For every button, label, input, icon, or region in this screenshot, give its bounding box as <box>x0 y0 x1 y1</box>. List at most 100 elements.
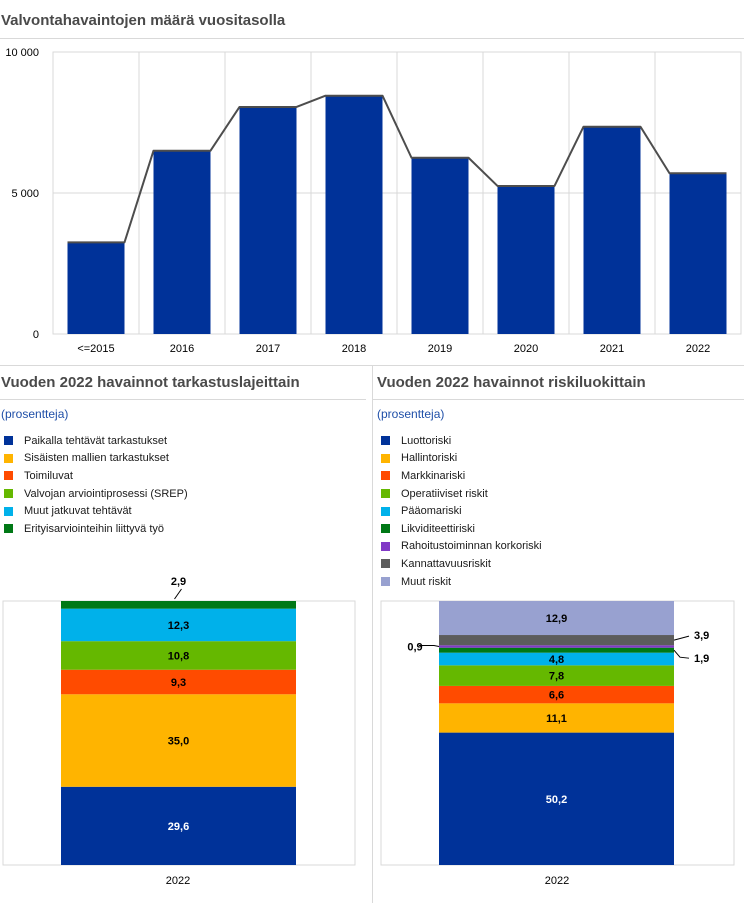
data-label: 9,3 <box>171 677 186 689</box>
legend-label: Paikalla tehtävät tarkastukset <box>24 434 168 447</box>
data-label: 35,0 <box>168 736 189 748</box>
x-tick-label: 2019 <box>428 343 452 355</box>
right-chart-legend: Luottoriski Hallintoriski Markkinariski Ope… <box>381 432 542 590</box>
legend-swatch <box>4 506 13 516</box>
legend-item: Valvojan arviointiprosessi (SREP) <box>4 485 188 503</box>
segment-hallintoriski <box>439 703 674 733</box>
legend-label: Muut jatkuvat tehtävät <box>24 505 132 518</box>
segment-erityisarviointeihin-liittyvä-työ <box>61 601 296 609</box>
legend-label: Markkinariski <box>401 469 466 482</box>
legend-item: Markkinariski <box>381 467 542 485</box>
y-tick-label: 5 000 <box>11 188 39 200</box>
right-header-divider <box>373 399 744 400</box>
plot-area <box>380 600 735 866</box>
legend-swatch <box>381 453 390 463</box>
y-tick-label: 0 <box>33 329 39 341</box>
bar-2020 <box>497 185 555 334</box>
bar-<=2015 <box>67 242 125 334</box>
legend-swatch <box>381 559 390 569</box>
x-tick-label: 2022 <box>686 343 710 355</box>
top-divider <box>0 38 744 39</box>
data-label: 6,6 <box>549 690 564 702</box>
right-chart-subtitle: (prosentteja) <box>377 407 445 421</box>
left-header-divider <box>0 399 366 400</box>
trend-line <box>67 94 727 244</box>
legend-item: Pääomariski <box>381 502 542 520</box>
legend-label: Muut riskit <box>401 575 452 588</box>
legend-label: Likviditeettiriski <box>401 522 475 535</box>
legend-label: Erityisarviointeihin liittyvä työ <box>24 522 164 535</box>
x-tick-label: 2021 <box>600 343 624 355</box>
legend-item: Luottoriski <box>381 432 542 450</box>
callout-line <box>673 649 690 659</box>
legend-label: Operatiiviset riskit <box>401 487 488 500</box>
x-tick-label: 2017 <box>256 343 280 355</box>
segment-sisäisten-mallien-tarkastukset <box>61 694 296 787</box>
x-tick-label: 2018 <box>342 343 366 355</box>
data-label: 7,8 <box>549 671 564 683</box>
segment-markkinariski <box>439 685 674 704</box>
legend-item: Muut riskit <box>381 573 542 591</box>
legend-swatch <box>381 489 390 499</box>
segment-muut-jatkuvat-tehtävät <box>61 608 296 642</box>
legend-swatch <box>4 436 13 446</box>
x-tick-label: 2022 <box>545 875 569 887</box>
legend-swatch <box>4 489 13 499</box>
legend-item: Paikalla tehtävät tarkastukset <box>4 432 188 450</box>
legend-label: Kannattavuusriskit <box>401 557 491 570</box>
legend-swatch <box>381 471 390 481</box>
bar-2021 <box>583 126 641 334</box>
legend-swatch <box>381 577 390 587</box>
legend-swatch <box>381 436 390 446</box>
legend-label: Sisäisten mallien tarkastukset <box>24 452 169 465</box>
legend-label: Rahoitustoiminnan korkoriski <box>401 540 542 553</box>
legend-item: Operatiiviset riskit <box>381 485 542 503</box>
data-label: 50,2 <box>546 794 567 806</box>
bar-2016 <box>153 150 211 334</box>
segment-kannattavuusriskit <box>439 635 674 646</box>
segment-muut-riskit <box>439 601 674 636</box>
legend-label: Valvojan arviointiprosessi (SREP) <box>24 487 188 500</box>
legend-swatch <box>381 506 390 516</box>
inspection-type-chart: 29,6 35,0 9,3 10,8 12,3 2,9 2022 <box>2 576 356 887</box>
segment-rahoitustoiminnan-korkoriski <box>439 645 674 648</box>
segment-operatiiviset-riskit <box>439 665 674 686</box>
callout-line <box>174 588 182 600</box>
bar-2018 <box>325 95 383 335</box>
legend-swatch <box>4 471 13 481</box>
y-tick-label: 10 000 <box>5 47 39 59</box>
data-label: 11,1 <box>546 713 567 725</box>
data-label: 2,9 <box>171 576 186 588</box>
data-label: 10,8 <box>168 650 189 662</box>
legend-label: Pääomariski <box>401 505 462 518</box>
x-tick-label: 2022 <box>166 875 190 887</box>
legend-swatch <box>4 524 13 534</box>
segment-valvojan-arviointiprosessi-srep- <box>61 641 296 670</box>
data-label: 0,9 <box>407 641 422 653</box>
x-tick-label: 2020 <box>514 343 538 355</box>
callout-line <box>419 644 440 647</box>
legend-item: Toimiluvat <box>4 467 188 485</box>
legend-item: Rahoitustoiminnan korkoriski <box>381 538 542 556</box>
legend-label: Luottoriski <box>401 434 452 447</box>
legend-item: Hallintoriski <box>381 450 542 468</box>
x-tick-label: <=2015 <box>77 343 114 355</box>
bar-2022 <box>669 173 727 334</box>
callout-line <box>673 635 690 641</box>
left-chart-title: Vuoden 2022 havainnot tarkastuslajeittai… <box>1 374 300 391</box>
annual-findings-chart: 0 5 000 10 000 <=2015 2016 2017 2018 2019 2020 20… <box>5 47 742 355</box>
data-label: 12,3 <box>168 620 189 632</box>
left-chart-subtitle: (prosentteja) <box>1 407 69 421</box>
data-label: 3,9 <box>694 630 709 642</box>
bar-2017 <box>239 106 297 335</box>
legend-label: Hallintoriski <box>401 452 458 465</box>
legend-item: Erityisarviointeihin liittyvä työ <box>4 520 188 538</box>
segment-pääomariski <box>439 652 674 666</box>
data-label: 12,9 <box>546 613 567 625</box>
panel-separator <box>372 365 373 903</box>
data-label: 29,6 <box>168 821 189 833</box>
right-chart-title: Vuoden 2022 havainnot riskiluokittain <box>377 374 646 391</box>
legend-item: Muut jatkuvat tehtävät <box>4 502 188 520</box>
main-chart-title: Valvontahavaintojen määrä vuositasolla <box>1 12 286 29</box>
data-label: 4,8 <box>549 654 564 666</box>
